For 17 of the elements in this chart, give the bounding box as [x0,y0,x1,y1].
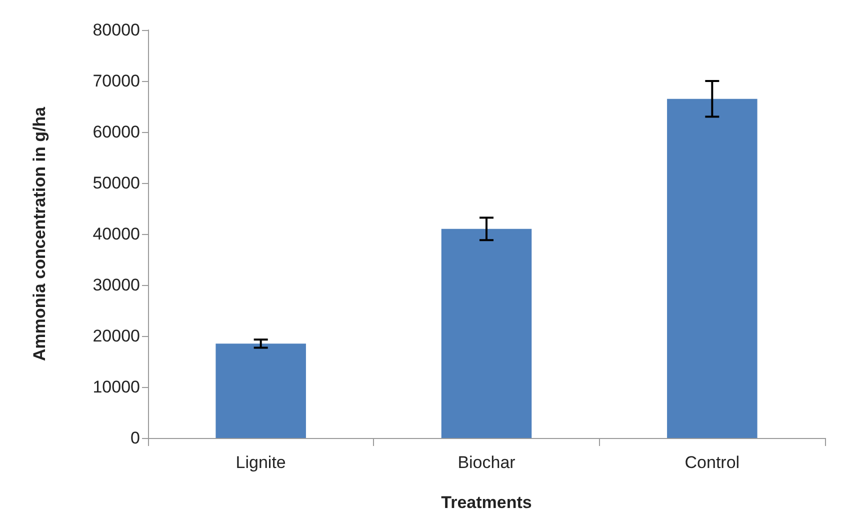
y-tick-label: 60000 [92,122,140,142]
bar [667,98,758,438]
x-tick-label: Control [684,453,740,472]
y-tick-label: 20000 [92,326,140,346]
y-tick-label: 50000 [92,174,140,192]
x-tick-label: Lignite [236,453,286,472]
y-tick-label: 70000 [92,72,140,90]
y-tick-label: 80000 [92,20,140,40]
x-tick-label: Biochar [458,453,516,472]
y-tick-label: 0 [130,428,140,448]
y-tick-label: 10000 [92,378,140,396]
y-axis-title: Ammonia concentration in g/ha [30,106,49,362]
y-tick-label: 30000 [92,276,140,294]
y-tick-label: 40000 [92,224,140,244]
bar [216,344,306,438]
bar [441,228,532,438]
x-axis-title: Treatments [441,493,532,512]
